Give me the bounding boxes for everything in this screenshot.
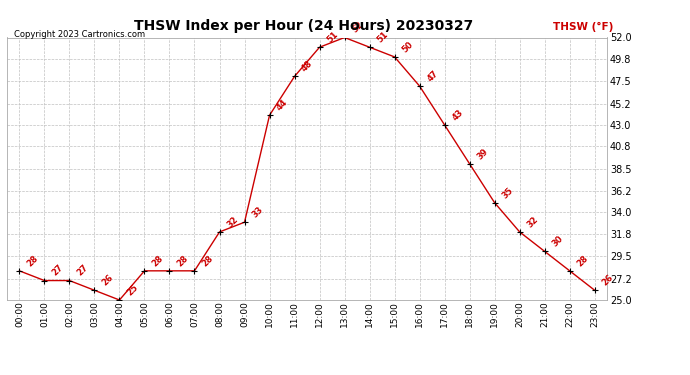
Text: 39: 39 [475, 147, 490, 161]
Text: 28: 28 [175, 254, 190, 268]
Text: 28: 28 [575, 254, 590, 268]
Text: 26: 26 [600, 273, 615, 288]
Text: 51: 51 [375, 30, 390, 45]
Text: 47: 47 [425, 69, 440, 83]
Text: 25: 25 [125, 282, 139, 297]
Text: 50: 50 [400, 40, 415, 54]
Text: 44: 44 [275, 98, 290, 112]
Text: 43: 43 [450, 108, 465, 122]
Text: 30: 30 [550, 234, 564, 249]
Text: 27: 27 [50, 263, 65, 278]
Text: 26: 26 [100, 273, 115, 288]
Text: 27: 27 [75, 263, 90, 278]
Text: 33: 33 [250, 205, 264, 219]
Text: 28: 28 [200, 254, 215, 268]
Text: 35: 35 [500, 185, 515, 200]
Text: 51: 51 [325, 30, 339, 45]
Text: Copyright 2023 Cartronics.com: Copyright 2023 Cartronics.com [14, 30, 145, 39]
Text: 28: 28 [150, 254, 165, 268]
Text: 32: 32 [525, 214, 540, 229]
Text: 32: 32 [225, 214, 239, 229]
Text: 52: 52 [350, 20, 365, 35]
Text: THSW Index per Hour (24 Hours) 20230327: THSW Index per Hour (24 Hours) 20230327 [134, 19, 473, 33]
Text: THSW (°F): THSW (°F) [553, 22, 613, 32]
Text: 48: 48 [300, 59, 315, 74]
Text: 28: 28 [25, 254, 39, 268]
